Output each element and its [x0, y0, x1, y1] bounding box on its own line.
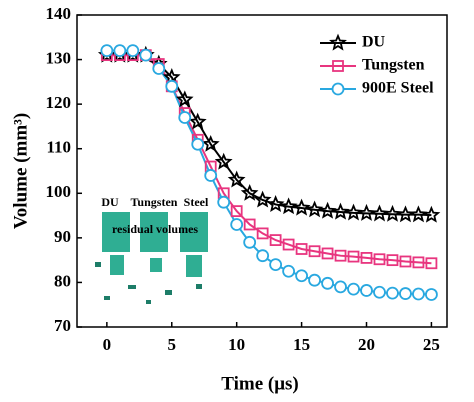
- legend-marker: [332, 60, 344, 72]
- data-point: [269, 234, 282, 246]
- data-point: [321, 276, 334, 290]
- data-point: [347, 250, 360, 263]
- data-point: [269, 258, 283, 272]
- data-point: [279, 197, 298, 215]
- data-point: [308, 245, 321, 258]
- x-axis-title: Time (μs): [221, 373, 298, 394]
- legend-label: Tungsten: [362, 57, 425, 74]
- data-point: [360, 284, 373, 297]
- data-point: [113, 44, 127, 58]
- data-point: [347, 282, 360, 296]
- data-point: [243, 235, 257, 249]
- data-point: [295, 243, 308, 255]
- data-point: [214, 152, 233, 170]
- inset-block: [110, 255, 124, 275]
- data-point: [295, 269, 308, 283]
- data-point: [227, 170, 246, 188]
- data-point: [334, 280, 347, 294]
- data-point: [188, 112, 207, 130]
- data-point: [318, 201, 337, 219]
- inset-label: Tungsten: [131, 195, 178, 209]
- y-tick-label: 110: [46, 138, 71, 157]
- data-point: [308, 273, 321, 287]
- legend-marker: [329, 33, 347, 51]
- data-point: [373, 285, 386, 299]
- data-point: [253, 190, 272, 208]
- legend-marker: [331, 82, 345, 96]
- data-point: [204, 169, 218, 182]
- y-tick-label: 90: [54, 227, 71, 246]
- inset-image: [95, 212, 208, 304]
- data-point: [386, 254, 399, 267]
- data-point: [412, 287, 425, 301]
- plot-frame: [76, 14, 448, 328]
- data-point: [217, 195, 231, 209]
- inset-block: [102, 212, 130, 252]
- data-point: [243, 218, 256, 231]
- inset-block: [140, 212, 168, 252]
- data-point: [256, 249, 270, 263]
- inset-block: [196, 284, 202, 289]
- data-point: [230, 205, 243, 218]
- inset-block: [186, 255, 202, 277]
- data-point: [100, 44, 114, 58]
- y-tick-label: 80: [54, 271, 71, 290]
- inset-label: DU: [101, 195, 119, 209]
- data-point: [178, 111, 192, 124]
- data-point: [321, 247, 334, 260]
- data-point: [175, 90, 194, 108]
- inset-block: [95, 262, 101, 267]
- data-point: [399, 287, 412, 300]
- y-axis-title: Volume (mm³): [10, 113, 31, 229]
- inset-block: [150, 258, 162, 272]
- data-point: [230, 218, 244, 231]
- data-point: [282, 264, 296, 278]
- data-point: [139, 48, 153, 62]
- y-tick-label: 120: [46, 93, 72, 112]
- y-tick-label: 70: [54, 316, 71, 335]
- x-tick-label: 15: [293, 335, 310, 354]
- inset-label: residual volumes: [112, 222, 198, 236]
- data-point: [334, 249, 347, 262]
- x-tick-label: 20: [358, 335, 375, 354]
- data-point: [256, 227, 269, 240]
- data-point: [386, 286, 399, 300]
- data-point: [266, 195, 285, 212]
- data-point: [201, 134, 220, 152]
- data-point: [422, 205, 441, 223]
- data-point: [425, 288, 438, 301]
- legend-label: 900E Steel: [362, 80, 434, 97]
- data-point: [126, 44, 140, 58]
- data-point: [282, 238, 295, 251]
- inset-block: [104, 296, 110, 300]
- x-tick-label: 25: [423, 335, 440, 354]
- inset-block: [180, 212, 208, 252]
- inset-block: [146, 300, 151, 304]
- data-point: [412, 256, 425, 269]
- inset-block: [165, 290, 172, 295]
- x-tick-label: 0: [103, 335, 112, 354]
- data-point: [399, 255, 412, 268]
- x-tick-label: 10: [228, 335, 245, 354]
- y-tick-label: 140: [46, 4, 72, 23]
- data-point: [425, 257, 438, 270]
- data-point: [191, 137, 205, 151]
- data-point: [360, 252, 373, 264]
- y-tick-label: 130: [46, 48, 72, 67]
- data-point: [240, 183, 259, 201]
- data-point: [373, 253, 386, 266]
- inset-block: [128, 285, 136, 289]
- x-tick-label: 5: [168, 335, 177, 354]
- data-point: [292, 198, 311, 216]
- inset-label: Steel: [184, 195, 209, 209]
- data-point: [331, 202, 350, 220]
- legend-label: DU: [362, 34, 386, 51]
- data-point: [152, 62, 166, 75]
- y-tick-label: 100: [46, 182, 72, 201]
- data-point: [305, 200, 324, 218]
- data-point: [165, 79, 179, 93]
